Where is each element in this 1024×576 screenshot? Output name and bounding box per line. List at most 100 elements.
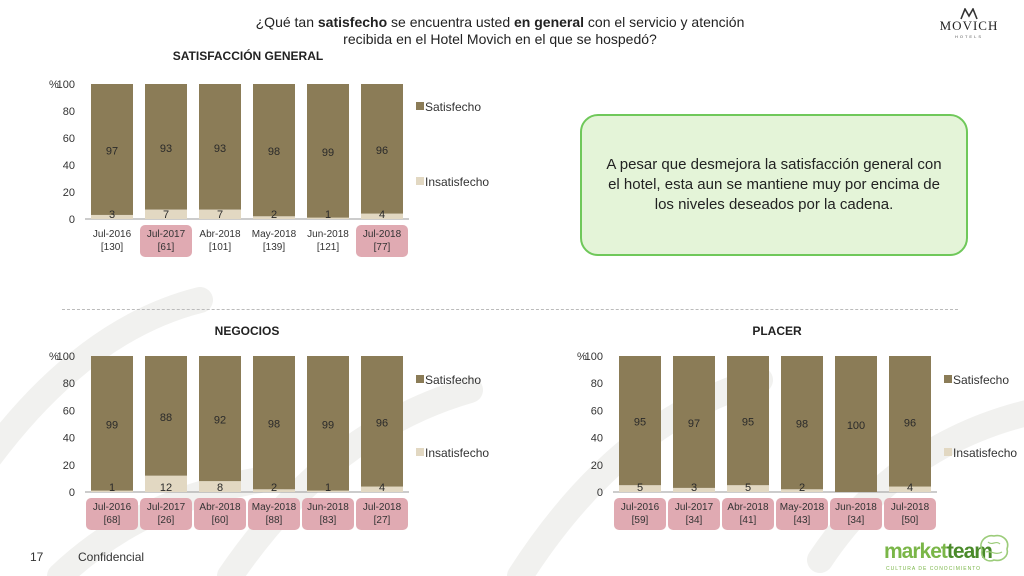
bar-insatisfecho <box>889 486 931 492</box>
bar-insatisfecho <box>199 481 241 492</box>
x-tick-label: Jul-2016 <box>93 502 132 513</box>
y-tick-label: 20 <box>63 460 75 472</box>
base-label: [59] <box>632 515 649 526</box>
movich-m-icon <box>960 8 978 20</box>
y-tick-label: 100 <box>585 351 603 363</box>
title-part: en general <box>514 14 585 30</box>
category-highlight <box>830 498 882 530</box>
category-highlight <box>668 498 720 530</box>
logo-brand: MOVICH <box>939 18 999 33</box>
data-label-insatisfecho: 5 <box>637 482 643 494</box>
bar-satisfecho <box>91 356 133 491</box>
page-number: 17 <box>30 550 44 564</box>
insight-callout: A pesar que desmejora la satisfacción ge… <box>580 114 968 256</box>
bar-insatisfecho <box>361 486 403 492</box>
bar-satisfecho <box>253 356 295 490</box>
marketteam-logo: marketteam CULTURA DE CONOCIMIENTO <box>884 532 1014 572</box>
y-tick-label: 60 <box>63 133 75 145</box>
y-tick-label: 0 <box>69 214 75 226</box>
data-label-satisfecho: 96 <box>376 145 388 157</box>
bar-satisfecho <box>253 84 295 217</box>
data-label-insatisfecho: 4 <box>907 482 913 494</box>
legend-swatch-satisfecho <box>416 375 424 383</box>
x-tick-label: Jul-2016 <box>93 229 132 240</box>
base-label: [34] <box>686 515 703 526</box>
legend-label-insatisfecho: Insatisfecho <box>425 446 489 460</box>
x-tick-label: Jun-2018 <box>835 502 877 513</box>
legend-label-insatisfecho: Insatisfecho <box>953 446 1017 460</box>
bar-satisfecho <box>91 84 133 215</box>
data-label-insatisfecho: 1 <box>325 209 331 221</box>
bar-insatisfecho <box>307 490 349 492</box>
bar-satisfecho <box>145 356 187 476</box>
bar-satisfecho <box>199 356 241 482</box>
base-label: [43] <box>794 515 811 526</box>
base-label: [101] <box>209 242 231 253</box>
x-tick-label: Jul-2016 <box>621 502 660 513</box>
base-label: [61] <box>158 242 175 253</box>
base-label: [41] <box>740 515 757 526</box>
data-label-satisfecho: 100 <box>847 420 865 432</box>
base-label: [68] <box>104 515 121 526</box>
chart-title: NEGOCIOS <box>215 324 280 338</box>
data-label-satisfecho: 98 <box>268 146 280 158</box>
base-label: [50] <box>902 515 919 526</box>
data-label-satisfecho: 99 <box>106 419 118 431</box>
data-label-insatisfecho: 7 <box>217 209 223 221</box>
data-label-satisfecho: 99 <box>322 147 334 159</box>
bar-insatisfecho <box>307 217 349 219</box>
x-tick-label: Jul-2018 <box>363 229 402 240</box>
title-part: se encuentra usted <box>387 14 515 30</box>
mt-tagline: CULTURA DE CONOCIMIENTO <box>886 566 982 572</box>
y-tick-label: 60 <box>63 405 75 417</box>
data-label-insatisfecho: 1 <box>325 482 331 494</box>
category-highlight <box>722 498 774 530</box>
x-tick-label: Jul-2018 <box>363 502 402 513</box>
data-label-insatisfecho: 5 <box>745 482 751 494</box>
data-label-satisfecho: 92 <box>214 415 226 427</box>
x-tick-label: Abr-2018 <box>199 502 241 513</box>
data-label-insatisfecho: 2 <box>799 482 805 494</box>
y-tick-label: 20 <box>591 460 603 472</box>
bar-satisfecho <box>727 356 769 486</box>
brain-icon <box>980 534 1009 562</box>
bar-insatisfecho <box>199 209 241 219</box>
x-tick-label: Jul-2018 <box>891 502 930 513</box>
legend-label-satisfecho: Satisfecho <box>953 373 1009 387</box>
y-tick-label: 0 <box>597 487 603 499</box>
y-tick-label: 40 <box>591 433 603 445</box>
legend-label-satisfecho: Satisfecho <box>425 100 481 114</box>
data-label-insatisfecho: 4 <box>379 209 385 221</box>
legend-swatch-satisfecho <box>944 375 952 383</box>
category-highlight <box>356 498 408 530</box>
data-label-satisfecho: 95 <box>742 417 754 429</box>
bar-insatisfecho <box>727 485 769 492</box>
y-axis-unit: % <box>49 79 59 91</box>
base-label: [83] <box>320 515 337 526</box>
base-label: [121] <box>317 242 339 253</box>
data-label-satisfecho: 97 <box>106 145 118 157</box>
y-axis-unit: % <box>49 351 59 363</box>
bar-satisfecho <box>145 84 187 210</box>
category-highlight <box>248 498 300 530</box>
category-highlight <box>140 498 192 530</box>
mt-word-market: market <box>884 540 948 563</box>
bar-insatisfecho <box>361 213 403 219</box>
bar-insatisfecho <box>673 487 715 492</box>
legend-swatch-insatisfecho <box>944 448 952 456</box>
base-label: [130] <box>101 242 123 253</box>
bar-satisfecho <box>361 84 403 214</box>
bar-satisfecho <box>673 356 715 488</box>
callout-text: A pesar que desmejora la satisfacción ge… <box>606 156 942 213</box>
base-label: [26] <box>158 515 175 526</box>
x-tick-label: May-2018 <box>780 502 825 513</box>
bar-satisfecho <box>361 356 403 487</box>
data-label-satisfecho: 96 <box>376 417 388 429</box>
data-label-insatisfecho: 3 <box>109 209 115 221</box>
category-highlight <box>884 498 936 530</box>
data-label-satisfecho: 99 <box>322 419 334 431</box>
title-part: ¿Qué tan <box>255 14 318 30</box>
title-part: satisfecho <box>317 14 388 30</box>
bar-insatisfecho <box>91 490 133 492</box>
